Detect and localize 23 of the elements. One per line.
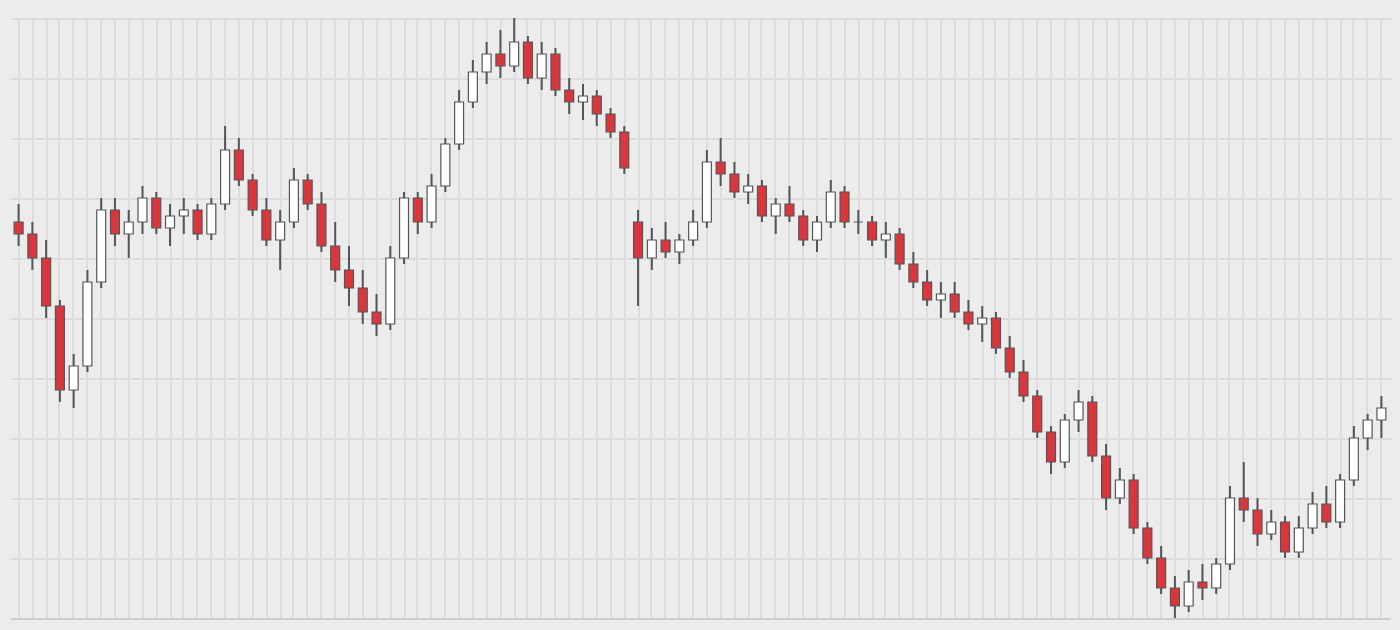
candlestick bbox=[811, 215, 823, 253]
candlestick bbox=[756, 179, 768, 223]
candlestick bbox=[1348, 425, 1359, 487]
candlestick bbox=[41, 239, 52, 319]
candlestick bbox=[343, 245, 355, 307]
candlestick bbox=[990, 311, 1002, 355]
candlestick bbox=[522, 35, 533, 85]
candlestick bbox=[688, 209, 699, 247]
candlestick bbox=[164, 203, 176, 247]
candlestick bbox=[922, 269, 933, 307]
candlestick bbox=[1169, 575, 1180, 619]
candlestick bbox=[454, 89, 465, 151]
candlestick bbox=[467, 59, 478, 109]
candlestick bbox=[109, 197, 121, 247]
candlestick bbox=[577, 83, 589, 121]
candlestick bbox=[935, 281, 946, 319]
candlestick bbox=[867, 215, 878, 247]
candlestick bbox=[1045, 425, 1057, 475]
candlestick bbox=[288, 167, 299, 229]
candlestick bbox=[1101, 443, 1112, 511]
candlestick bbox=[1335, 473, 1346, 529]
candlestick bbox=[632, 209, 644, 307]
candlestick bbox=[1279, 515, 1291, 559]
